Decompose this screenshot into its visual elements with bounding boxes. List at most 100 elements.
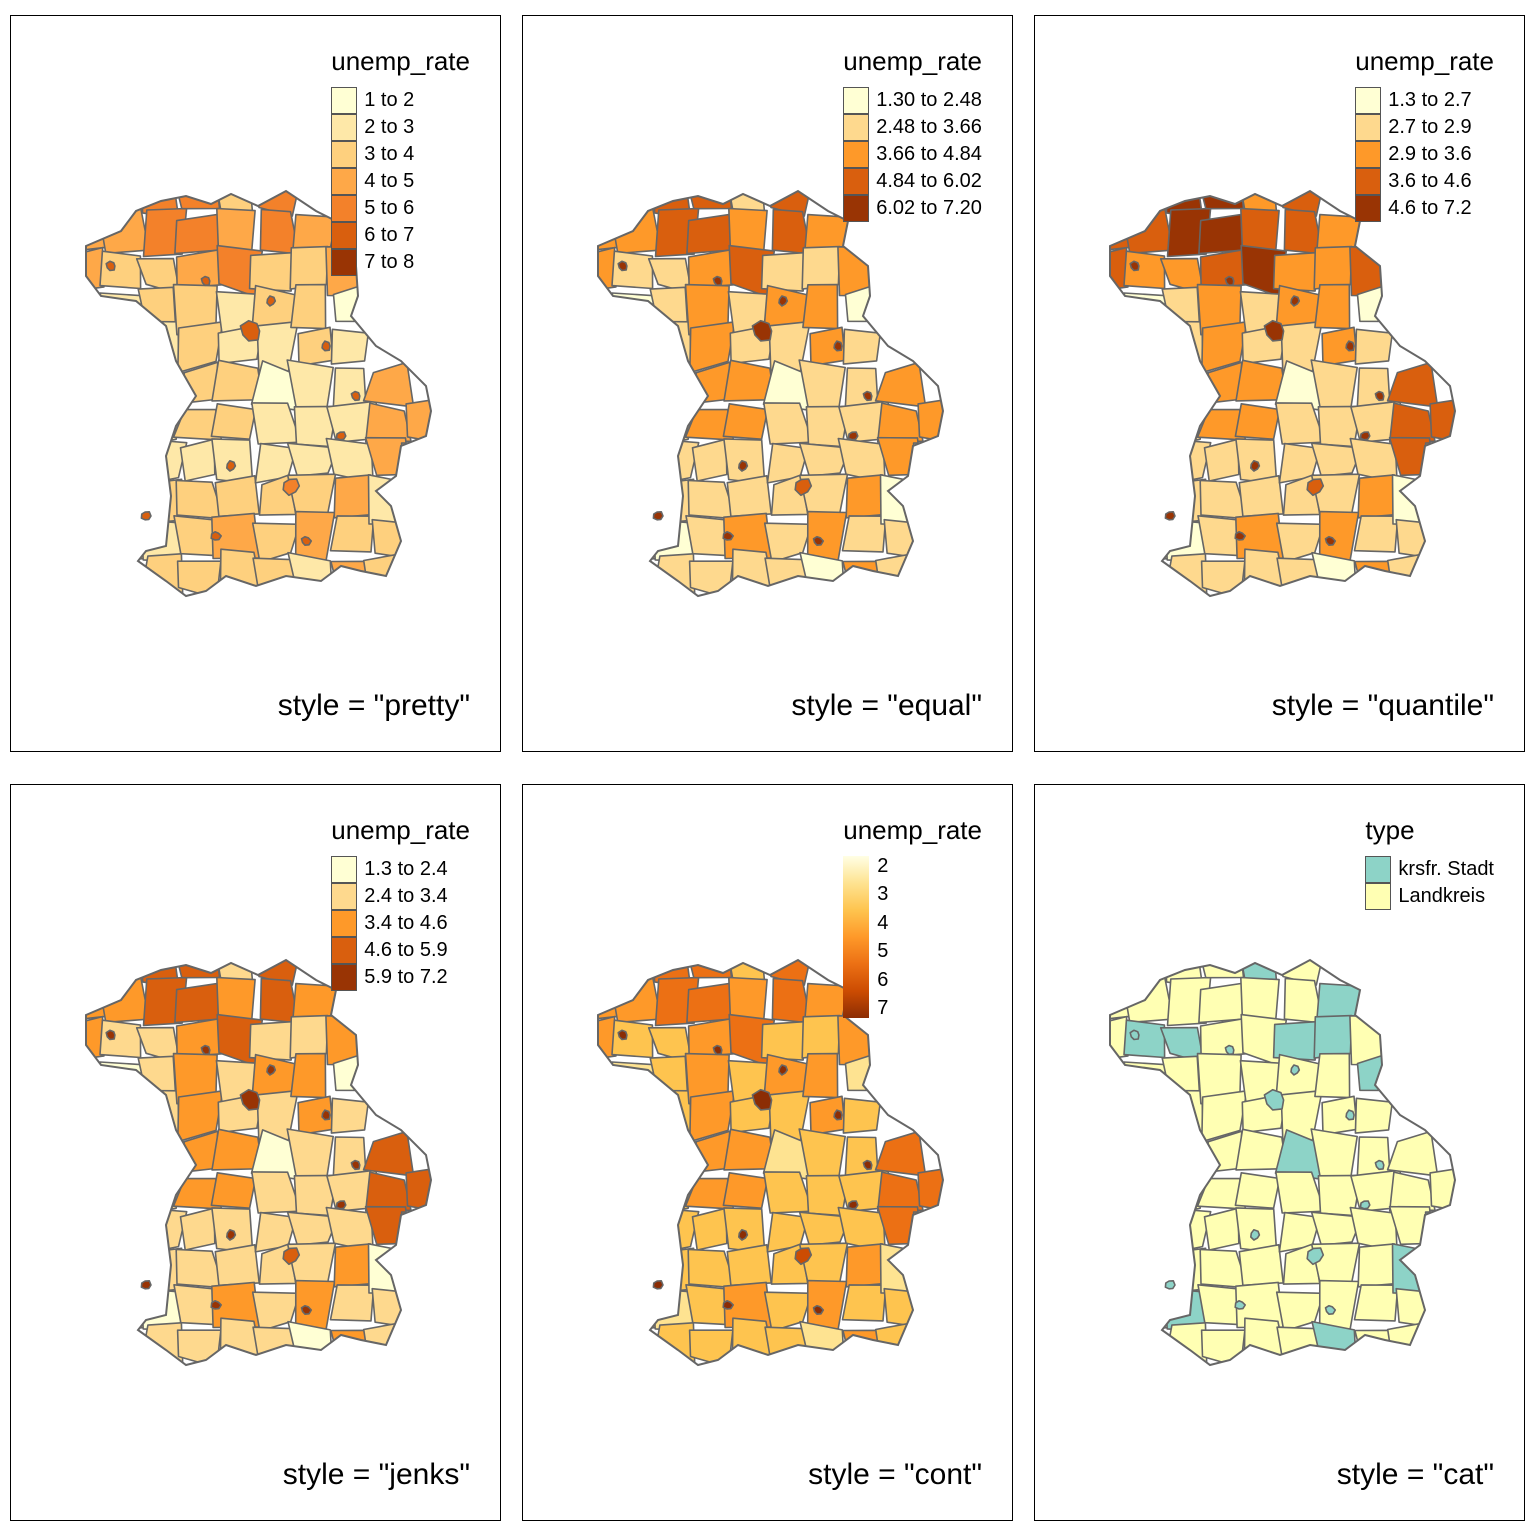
city-district	[1345, 1109, 1355, 1121]
district	[252, 1326, 296, 1365]
city-district	[812, 1304, 825, 1316]
city-district	[335, 431, 347, 441]
city-district	[1374, 390, 1385, 402]
city-district	[140, 510, 152, 521]
legend-item: 3.6 to 4.6	[1355, 168, 1494, 195]
district	[648, 1206, 700, 1255]
legend-item: 5 to 6	[331, 195, 470, 222]
legend-label: 1 to 2	[364, 89, 415, 111]
district	[691, 1207, 728, 1251]
district	[330, 328, 370, 365]
state-boundary	[1109, 189, 1457, 598]
legend: type krsfr. Stadt Landkreis	[1365, 815, 1494, 910]
district	[325, 1015, 372, 1067]
city-district	[794, 1247, 813, 1266]
district	[286, 442, 339, 478]
district	[97, 206, 150, 255]
district	[1164, 552, 1208, 596]
legend: unemp_rate 1.3 to 2.7 2.7 to 2.9 2.9 to 3.…	[1355, 46, 1494, 222]
state-boundary	[597, 189, 945, 598]
legend-items: 1.30 to 2.48 2.48 to 3.66 3.66 to 4.84 4.84…	[843, 87, 982, 222]
city-district	[321, 340, 331, 352]
district	[874, 361, 927, 408]
district	[330, 1097, 370, 1134]
legend-item: 1.3 to 2.7	[1355, 87, 1494, 114]
city-district	[652, 510, 664, 521]
district	[1123, 1019, 1166, 1059]
district	[1310, 442, 1363, 478]
district	[760, 251, 808, 292]
legend-item: 2 to 3	[331, 114, 470, 141]
city-district	[751, 1088, 773, 1111]
map-panel-equal: unemp_rate 1.30 to 2.48 2.48 to 3.66 3.66 …	[522, 15, 1013, 752]
ramp-tick-label: 6	[877, 968, 889, 991]
legend-label: 6 to 7	[364, 224, 415, 246]
legend-label: 2.9 to 3.6	[1388, 143, 1472, 165]
district	[1238, 1243, 1284, 1287]
district	[802, 283, 839, 330]
legend-swatch	[331, 910, 358, 937]
city-district	[226, 1228, 237, 1241]
city-district	[1250, 1228, 1261, 1241]
district	[1203, 1207, 1240, 1251]
legend-item: 3 to 4	[331, 141, 470, 168]
legend-label: krsfr. Stadt	[1398, 858, 1494, 880]
district	[175, 1018, 223, 1058]
legend-item: 3.4 to 4.6	[331, 910, 470, 937]
legend-swatch	[1355, 168, 1382, 195]
city-district	[712, 1044, 723, 1056]
state-boundary	[597, 958, 945, 1367]
district	[1272, 1020, 1320, 1061]
city-district	[105, 260, 116, 272]
ramp-tick-label: 2	[877, 855, 889, 877]
district	[841, 515, 887, 553]
city-district	[738, 1228, 749, 1241]
city-district	[833, 1109, 843, 1121]
city-district	[1129, 260, 1140, 272]
city-district	[105, 1029, 116, 1041]
legend-swatch	[331, 141, 358, 168]
district	[654, 320, 692, 370]
map-area	[1075, 945, 1485, 1385]
state-boundary	[85, 958, 433, 1367]
city-district	[1324, 535, 1337, 547]
district	[140, 1321, 184, 1365]
district	[1310, 1211, 1363, 1247]
district	[722, 402, 769, 441]
district	[1424, 1210, 1455, 1251]
city-district	[812, 535, 825, 547]
legend-items: krsfr. Stadt Landkreis	[1365, 856, 1494, 910]
district	[1166, 1089, 1204, 1139]
legend-swatch	[1365, 883, 1392, 910]
district-map	[597, 958, 945, 1367]
district	[1110, 246, 1129, 294]
district	[1123, 1283, 1169, 1332]
district	[764, 1326, 808, 1365]
district	[1203, 438, 1240, 482]
legend-title: unemp_rate	[1355, 46, 1494, 76]
legend-swatch	[843, 195, 870, 222]
district	[842, 328, 882, 365]
map-panel-quantile: unemp_rate 1.3 to 2.7 2.7 to 2.9 2.9 to 3.…	[1034, 15, 1525, 752]
district	[210, 1171, 257, 1210]
city-district	[722, 530, 734, 541]
city-district	[335, 1200, 347, 1210]
panel-caption: style = "jenks"	[282, 1458, 470, 1491]
city-district	[1234, 1299, 1246, 1310]
legend-item: 2.9 to 3.6	[1355, 141, 1494, 168]
district-map	[597, 189, 945, 598]
district	[329, 515, 375, 553]
district	[248, 1020, 296, 1061]
legend-label: 5.9 to 7.2	[364, 966, 448, 988]
city-district	[210, 530, 222, 541]
legend-item: 2.4 to 3.4	[331, 883, 470, 910]
city-district	[862, 1159, 873, 1171]
city-district	[1250, 459, 1261, 472]
district	[1201, 320, 1248, 374]
legend-item: 4 to 5	[331, 168, 470, 195]
district	[912, 1210, 943, 1251]
district	[1121, 975, 1174, 1024]
legend-title: unemp_rate	[331, 815, 470, 845]
district	[1395, 518, 1435, 560]
district	[876, 402, 924, 443]
